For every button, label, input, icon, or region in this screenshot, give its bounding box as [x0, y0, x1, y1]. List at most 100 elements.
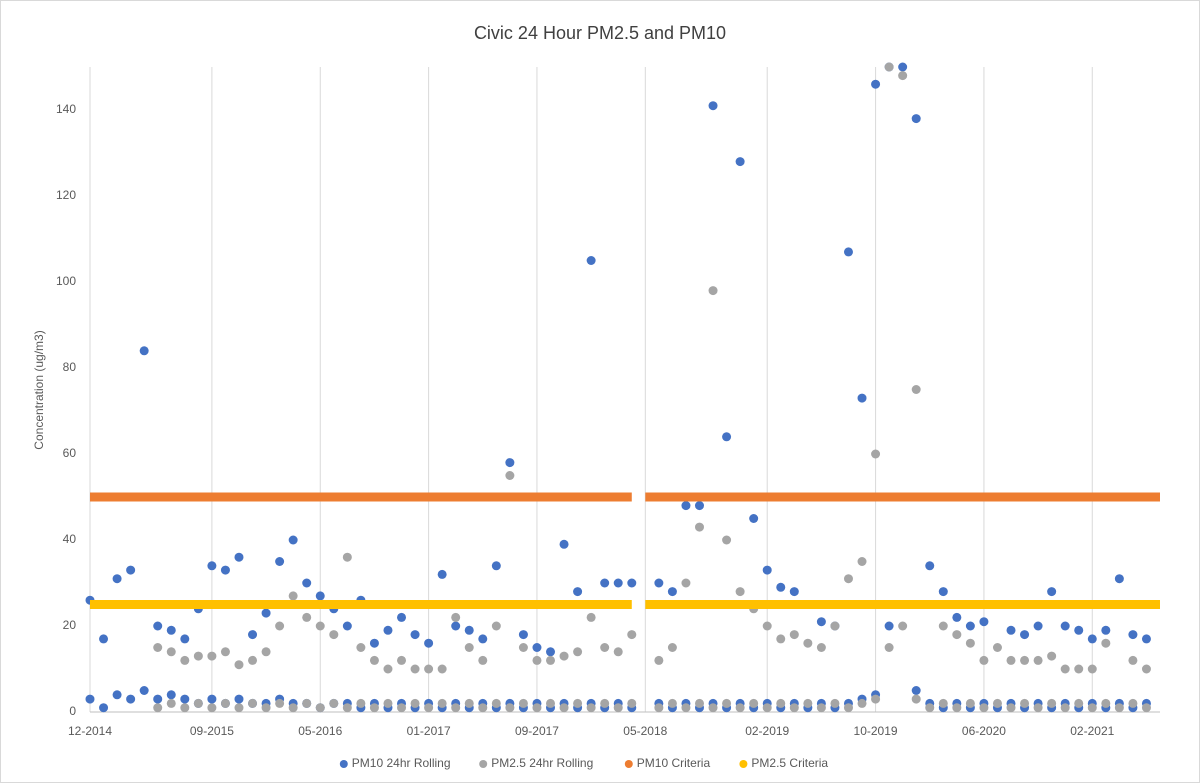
- point: [789, 630, 799, 640]
- point: [315, 591, 325, 601]
- point: [559, 539, 569, 549]
- point: [397, 655, 407, 665]
- point: [139, 346, 149, 356]
- point: [667, 698, 677, 708]
- point: [505, 458, 515, 468]
- point: [789, 587, 799, 597]
- point: [979, 655, 989, 665]
- point: [261, 647, 271, 657]
- point: [99, 703, 109, 713]
- point: [1060, 703, 1070, 713]
- point: [1006, 703, 1016, 713]
- point: [193, 698, 203, 708]
- point: [261, 703, 271, 713]
- point: [1128, 698, 1138, 708]
- point: [776, 582, 786, 592]
- legend-label: PM2.5 24hr Rolling: [491, 756, 593, 770]
- point: [491, 698, 501, 708]
- point: [573, 647, 583, 657]
- point: [965, 638, 975, 648]
- point: [952, 630, 962, 640]
- y-tick-label: 60: [63, 446, 77, 460]
- point: [735, 157, 745, 167]
- legend-marker: [339, 760, 348, 768]
- point: [288, 535, 298, 545]
- point: [356, 698, 366, 708]
- point: [546, 698, 556, 708]
- point: [1006, 625, 1016, 635]
- legend-marker: [624, 760, 633, 768]
- point: [342, 703, 352, 713]
- point: [397, 703, 407, 713]
- point: [166, 690, 176, 700]
- x-tick-label: 09-2017: [515, 724, 559, 738]
- x-tick-label: 05-2016: [298, 724, 342, 738]
- point: [681, 501, 691, 511]
- point: [518, 630, 528, 640]
- point: [288, 591, 298, 601]
- point: [992, 698, 1002, 708]
- point: [694, 501, 704, 511]
- point: [681, 578, 691, 588]
- x-tick-label: 02-2021: [1070, 724, 1114, 738]
- point: [518, 698, 528, 708]
- point: [180, 703, 190, 713]
- point: [424, 638, 434, 648]
- point: [911, 385, 921, 394]
- point: [694, 522, 704, 532]
- point: [451, 703, 461, 713]
- point: [722, 698, 732, 708]
- point: [193, 651, 203, 661]
- point: [153, 621, 163, 631]
- y-tick-label: 80: [63, 360, 77, 374]
- point: [898, 621, 908, 631]
- legend-marker: [479, 760, 488, 768]
- point: [911, 114, 921, 124]
- point: [979, 617, 989, 627]
- point: [397, 612, 407, 622]
- point: [383, 664, 393, 674]
- legend-label: PM2.5 Criteria: [751, 756, 828, 770]
- point: [1141, 634, 1151, 644]
- point: [722, 535, 732, 545]
- point: [992, 643, 1002, 652]
- point: [180, 694, 190, 704]
- point: [275, 557, 285, 566]
- point: [871, 694, 881, 704]
- point: [613, 703, 623, 713]
- point: [816, 617, 826, 627]
- point: [1020, 655, 1030, 665]
- point: [369, 703, 379, 713]
- point: [600, 643, 610, 652]
- legend-label: PM10 Criteria: [637, 756, 711, 770]
- point: [1087, 634, 1097, 644]
- point: [315, 621, 325, 631]
- point: [410, 698, 420, 708]
- point: [437, 664, 447, 674]
- point: [518, 643, 528, 652]
- point: [762, 621, 772, 631]
- point: [586, 703, 596, 713]
- point: [667, 587, 677, 597]
- point: [248, 655, 258, 665]
- point: [938, 621, 948, 631]
- point: [451, 621, 461, 631]
- point: [126, 694, 136, 704]
- point: [681, 703, 691, 713]
- point: [654, 703, 664, 713]
- point: [857, 698, 867, 708]
- point: [627, 698, 637, 708]
- point: [803, 638, 813, 648]
- point: [153, 694, 163, 704]
- point: [694, 698, 704, 708]
- point: [437, 698, 447, 708]
- point: [708, 703, 718, 713]
- point: [234, 694, 244, 704]
- point: [898, 71, 908, 81]
- point: [288, 703, 298, 713]
- point: [126, 565, 136, 575]
- y-tick-label: 100: [56, 274, 76, 288]
- point: [275, 698, 285, 708]
